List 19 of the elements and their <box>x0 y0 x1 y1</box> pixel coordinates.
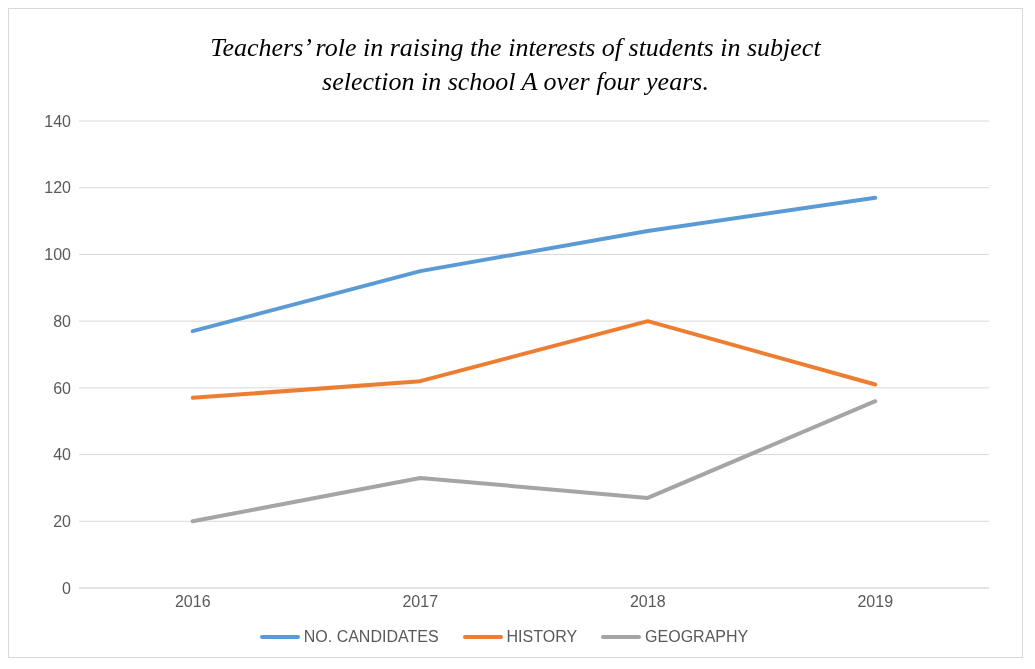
line-series <box>190 195 878 334</box>
line-series <box>190 319 878 400</box>
y-tick-label: 60 <box>53 379 72 397</box>
y-tick-label: 140 <box>44 112 72 130</box>
y-tick-label: 40 <box>53 446 72 464</box>
x-tick-label: 2018 <box>629 593 666 611</box>
y-tick-label: 80 <box>53 312 72 330</box>
x-tick-label: 2019 <box>857 593 894 611</box>
line-series <box>190 399 878 524</box>
y-tick-label: 120 <box>44 179 72 197</box>
x-tick-label: 2016 <box>174 593 211 611</box>
legend-label: HISTORY <box>505 628 578 646</box>
y-tick-label: 20 <box>53 512 72 530</box>
y-tick-label: 100 <box>44 246 72 264</box>
legend-label: GEOGRAPHY <box>644 628 749 646</box>
y-tick-label: 0 <box>62 579 72 597</box>
legend-label: NO. CANDIDATES <box>302 628 439 646</box>
x-tick-label: 2017 <box>402 593 439 611</box>
chart-title: Teachers’ role in raising the interests of students in subject selection in school A over four years. <box>209 32 822 98</box>
